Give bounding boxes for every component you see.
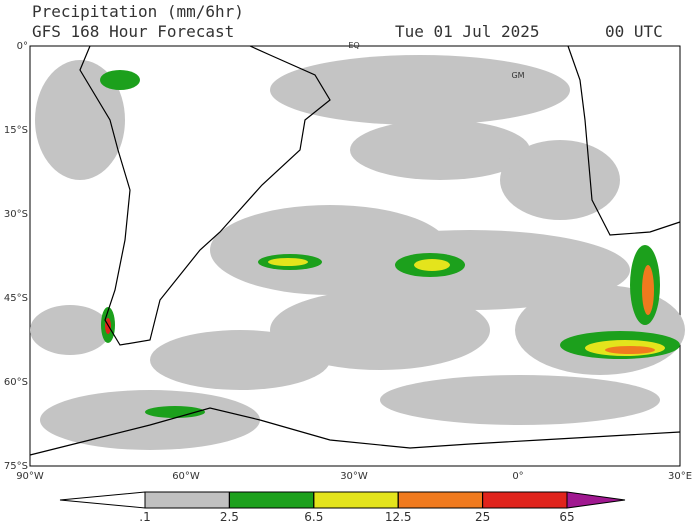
lat-label: 45°S bbox=[4, 293, 28, 304]
place-label: GM bbox=[511, 71, 524, 80]
colorbar-segment bbox=[566, 491, 626, 509]
colorbar-segment bbox=[482, 491, 568, 509]
colorbar-label: 25 bbox=[475, 510, 490, 524]
precip-heavy bbox=[100, 70, 680, 418]
coastlines bbox=[29, 45, 681, 456]
colorbar-segment bbox=[397, 491, 484, 509]
colorbar-label: 65 bbox=[559, 510, 574, 524]
lon-label: 30°E bbox=[668, 471, 692, 482]
model: GFS 168 Hour Forecast bbox=[32, 22, 234, 41]
time: 00 UTC bbox=[605, 22, 663, 41]
date: Tue 01 Jul 2025 bbox=[395, 22, 540, 41]
lon-label: 90°W bbox=[16, 471, 44, 482]
lat-label: 75°S bbox=[4, 461, 28, 472]
lat-label: 15°S bbox=[4, 125, 28, 136]
lat-label: 60°S bbox=[4, 377, 28, 388]
colorbar-segment bbox=[228, 491, 315, 509]
lat-label: 30°S bbox=[4, 209, 28, 220]
lon-label: 30°W bbox=[340, 471, 368, 482]
colorbar-label: 12.5 bbox=[385, 510, 412, 524]
colorbar-segment bbox=[59, 491, 146, 509]
lon-label: 60°W bbox=[172, 471, 200, 482]
place-label: EQ bbox=[348, 41, 359, 50]
lon-label: 0° bbox=[512, 471, 523, 482]
map bbox=[29, 45, 685, 467]
colorbar-segment bbox=[313, 491, 399, 509]
colorbar-label: .1 bbox=[139, 510, 150, 524]
colorbar-label: 6.5 bbox=[304, 510, 323, 524]
title: Precipitation (mm/6hr) bbox=[32, 2, 244, 21]
colorbar-segment bbox=[144, 491, 230, 509]
lat-label: 0° bbox=[17, 41, 28, 52]
colorbar-label: 2.5 bbox=[220, 510, 239, 524]
